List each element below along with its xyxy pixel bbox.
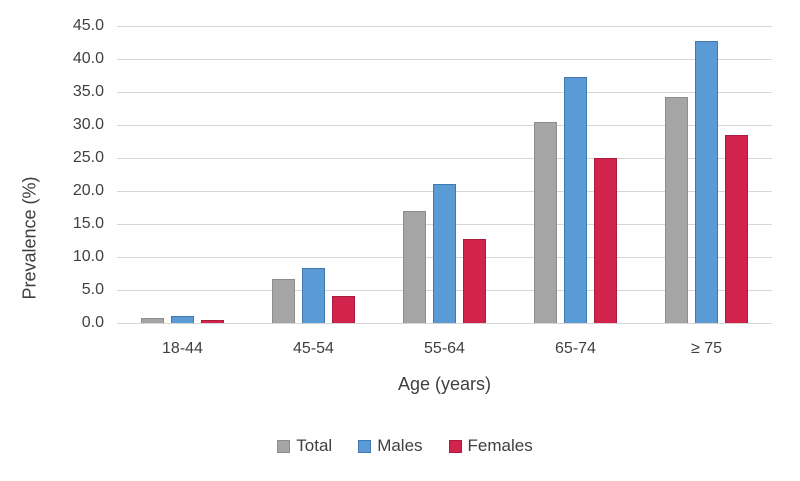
y-tick-label: 10.0 — [72, 248, 104, 266]
bar-total — [272, 279, 295, 323]
bar-group — [117, 26, 248, 323]
x-tick-label: 65-74 — [555, 340, 596, 357]
y-tick-label: 20.0 — [72, 182, 104, 200]
y-tick-label: 30.0 — [72, 116, 104, 133]
legend-label: Males — [377, 436, 423, 455]
legend-swatch-icon — [277, 439, 291, 453]
legend-swatch-icon — [358, 439, 372, 453]
legend-swatch-icon — [448, 439, 462, 453]
bar-males — [564, 76, 587, 323]
gridline — [117, 158, 772, 159]
y-tick-label: 0.0 — [81, 314, 104, 331]
bar-females — [332, 295, 355, 323]
gridline — [117, 323, 772, 324]
legend-label: Total — [296, 436, 333, 455]
x-tick-label: 45-54 — [293, 340, 334, 357]
legend-item-total: Total — [277, 436, 332, 456]
y-tick-label: 15.0 — [72, 215, 104, 232]
legend-item-males: Males — [358, 436, 423, 456]
x-axis-title: Age (years) — [397, 374, 492, 394]
bar-total — [141, 317, 164, 323]
bar-total — [665, 97, 688, 323]
gridline — [117, 26, 772, 27]
y-tick-label: 35.0 — [72, 83, 104, 100]
y-tick-label: 45.0 — [72, 17, 104, 34]
x-tick-label: ≥ 75 — [690, 340, 723, 357]
x-tick-label: 18-44 — [162, 340, 203, 357]
x-tick-label: 55-64 — [424, 340, 465, 357]
gridline — [117, 59, 772, 61]
y-axis-tick-labels: 0.0 5.0 10.0 15.0 20.0 25.0 30.0 35.0 40.0 45.0 — [0, 17, 104, 331]
x-axis-tick-labels: 18-44 45-54 55-64 65-74 ≥ 75 — [117, 340, 772, 362]
bar-males — [433, 184, 456, 323]
bar-males — [695, 41, 718, 323]
legend-item-females: Females — [448, 436, 533, 456]
bar-total — [403, 210, 426, 323]
legend: Total Males Females — [0, 436, 800, 456]
bar-group — [510, 26, 641, 323]
bar-females — [725, 134, 748, 323]
y-tick-label: 40.0 — [72, 50, 104, 68]
bar-group — [379, 26, 510, 323]
bar-total — [534, 121, 557, 323]
plot-area — [117, 26, 772, 324]
bar-females — [201, 319, 224, 323]
gridline — [117, 125, 772, 127]
y-tick-label: 25.0 — [72, 149, 104, 166]
bar-group — [641, 26, 772, 323]
bar-females — [594, 158, 617, 323]
bar-females — [463, 239, 486, 323]
bar-group — [248, 26, 379, 323]
y-tick-label: 5.0 — [81, 281, 104, 299]
bar-males — [171, 316, 194, 323]
gridline — [117, 92, 772, 93]
bar-males — [302, 267, 325, 323]
legend-label: Females — [467, 436, 533, 455]
